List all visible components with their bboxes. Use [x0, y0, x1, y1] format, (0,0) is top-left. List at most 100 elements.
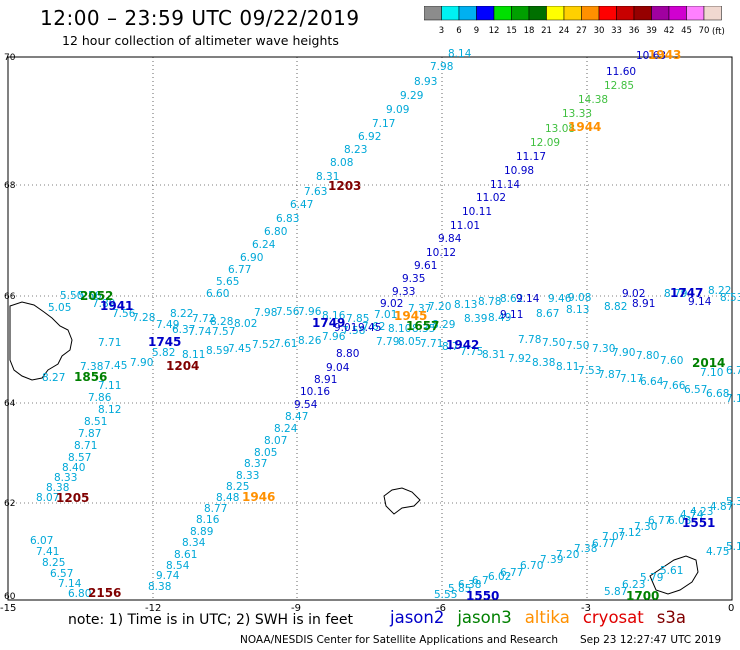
wave-height-reading: 8.40: [62, 462, 85, 474]
wave-height-reading: 8.34: [182, 537, 206, 549]
wave-height-reading: 8.91: [314, 374, 337, 386]
wave-height-reading: 11.17: [516, 151, 546, 163]
wave-height-reading: 9.45: [358, 322, 381, 334]
wave-height-reading: 8.24: [274, 423, 298, 435]
wave-height-reading: 8.31: [482, 349, 505, 361]
wave-height-reading: 6.47: [290, 199, 313, 211]
wave-height-reading: 8.11: [556, 361, 579, 373]
wave-height-reading: 7.72: [192, 313, 215, 325]
colorbar-unit: (ft): [712, 27, 725, 36]
wave-height-reading: 7.90: [130, 357, 153, 369]
pass-time-label: 1204: [166, 359, 199, 373]
pass-time-label: 1205: [56, 491, 89, 505]
wave-height-reading: 8.07: [264, 435, 287, 447]
wave-height-reading: 11.14: [490, 179, 520, 191]
wave-height-reading: 14.38: [578, 94, 608, 106]
wave-height-reading: 7.17: [620, 373, 643, 385]
wave-height-reading: 5.82: [152, 347, 175, 359]
colorbar-swatch: [703, 6, 722, 21]
wave-height-reading: 7.98: [254, 307, 277, 319]
lon-label: 0: [728, 603, 734, 614]
colorbar-label: 3: [439, 26, 444, 36]
wave-height-reading: 8.91: [632, 298, 655, 310]
wave-height-reading: 8.22: [170, 308, 193, 320]
wave-height-reading: 7.10: [700, 367, 723, 379]
wave-height-reading: 5.11: [726, 541, 740, 553]
wave-height-reading: 11.01: [450, 220, 480, 232]
pass-time-label: 1749: [312, 316, 345, 330]
legend-s3a: s3a: [656, 608, 686, 627]
wave-height-reading: 10.12: [426, 247, 456, 259]
colorbar-label: 45: [681, 26, 692, 36]
colorbar-swatch: [424, 6, 442, 21]
generation-timestamp: Sep 23 12:27:47 UTC 2019: [580, 634, 722, 646]
colorbar-label: 9: [474, 26, 479, 36]
wave-height-reading: 7.17: [372, 118, 395, 130]
wave-height-reading: 8.62: [500, 293, 523, 305]
wave-height-reading: 8.53: [720, 292, 740, 304]
wave-height-reading: 8.79: [664, 288, 687, 300]
wave-height-reading: 7.78: [518, 334, 541, 346]
wave-height-reading: 6.90: [240, 252, 263, 264]
lat-label: 66: [4, 292, 16, 302]
wave-height-reading: 9.02: [622, 288, 645, 300]
wave-height-reading: 6.77: [228, 264, 251, 276]
wave-height-reading: 7.53: [578, 365, 601, 377]
wave-height-reading: 7.90: [612, 347, 635, 359]
wave-height-reading: 13.33: [562, 108, 592, 120]
wave-height-reading: 7.62: [362, 321, 385, 333]
pass-time-label: 2156: [88, 586, 121, 600]
wave-height-reading: 9.84: [438, 233, 462, 245]
wave-height-reading: 8.78: [478, 296, 501, 308]
wave-height-reading: 11.02: [476, 192, 506, 204]
wave-height-reading: 8.57: [68, 452, 91, 464]
wave-height-reading: 9.74: [156, 570, 180, 582]
wave-height-reading: 6.70: [520, 560, 543, 572]
lon-label: -6: [436, 603, 446, 614]
wave-height-reading: 6.7: [472, 575, 489, 587]
wave-height-reading: 7.01: [374, 309, 397, 321]
pass-time-label: 1941: [100, 299, 133, 313]
wave-height-reading: 9.46: [548, 293, 572, 305]
colorbar-label: 39: [646, 26, 657, 36]
wave-height-reading: 7.49: [156, 319, 179, 331]
wave-height-reading: 8.14: [448, 48, 472, 60]
wave-height-reading: 5.55: [434, 589, 457, 601]
pass-time-label: 1942: [446, 338, 479, 352]
colorbar-labels: 3 6 9 12 15 18 21 24 27 30 33 36 39 42 45 70: [439, 26, 710, 36]
map-frame: [7, 56, 733, 601]
legend-jason2: jason2: [390, 608, 445, 627]
lon-label: -3: [581, 603, 591, 614]
pass-time-label: 1943: [648, 48, 681, 62]
wave-height-reading: 8.05: [254, 447, 277, 459]
wave-height-reading: 8.22: [708, 285, 731, 297]
wave-height-reading: 7.96: [322, 331, 346, 343]
wave-height-reading: 8.31: [316, 171, 339, 183]
pass-time-label: 1944: [568, 120, 601, 134]
wave-height-reading: 6.80: [264, 226, 287, 238]
wave-height-reading: 8.33: [54, 472, 77, 484]
wave-height-reading: 7.30: [634, 521, 657, 533]
wave-height-reading: 8.59: [206, 345, 229, 357]
colorbar-label: 70: [699, 26, 710, 36]
wave-height-reading: 7.56: [112, 308, 136, 320]
wave-height-reading: 7.66: [662, 380, 686, 392]
wave-height-reading: 7.75: [460, 346, 483, 358]
lon-label: -9: [291, 603, 301, 614]
colorbar-label: 21: [541, 26, 552, 36]
wave-height-reading: 8.02: [234, 318, 257, 330]
colorbar-swatch: [528, 6, 547, 21]
wave-height-reading: 9.04: [326, 362, 350, 374]
wave-height-reading: 7.38: [574, 543, 597, 555]
wave-height-reading: 5.05: [48, 302, 71, 314]
pass-time-label: 1657: [406, 319, 439, 333]
colorbar-label: 24: [559, 26, 570, 36]
pass-time-label: 1946: [242, 490, 275, 504]
wave-height-reading: 6.57: [684, 384, 707, 396]
pass-time-label: 2014: [692, 356, 725, 370]
wave-height-reading: 4.74: [680, 509, 704, 521]
wave-height-reading: 8.49: [488, 312, 511, 324]
pass-time-label: 2052: [80, 289, 113, 303]
wave-height-reading: 5.56: [78, 290, 102, 302]
